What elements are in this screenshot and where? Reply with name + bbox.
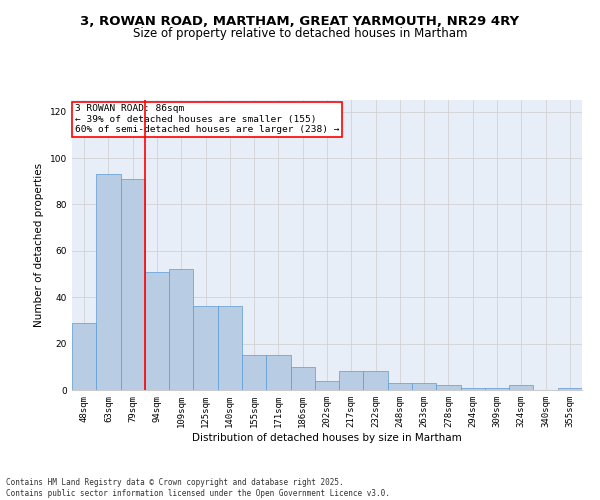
Bar: [436, 386, 461, 390]
Bar: [72, 322, 96, 390]
Bar: [412, 383, 436, 390]
Bar: [364, 372, 388, 390]
Bar: [242, 355, 266, 390]
Bar: [218, 306, 242, 390]
Bar: [461, 388, 485, 390]
Text: Contains HM Land Registry data © Crown copyright and database right 2025.
Contai: Contains HM Land Registry data © Crown c…: [6, 478, 390, 498]
Bar: [266, 355, 290, 390]
Bar: [388, 383, 412, 390]
Text: 3, ROWAN ROAD, MARTHAM, GREAT YARMOUTH, NR29 4RY: 3, ROWAN ROAD, MARTHAM, GREAT YARMOUTH, …: [80, 15, 520, 28]
Bar: [485, 388, 509, 390]
Bar: [121, 179, 145, 390]
Bar: [169, 270, 193, 390]
Text: 3 ROWAN ROAD: 86sqm
← 39% of detached houses are smaller (155)
60% of semi-detac: 3 ROWAN ROAD: 86sqm ← 39% of detached ho…: [74, 104, 339, 134]
Y-axis label: Number of detached properties: Number of detached properties: [34, 163, 44, 327]
Bar: [96, 174, 121, 390]
Bar: [509, 386, 533, 390]
Bar: [193, 306, 218, 390]
Bar: [315, 380, 339, 390]
Text: Size of property relative to detached houses in Martham: Size of property relative to detached ho…: [133, 28, 467, 40]
Bar: [558, 388, 582, 390]
Bar: [290, 367, 315, 390]
Bar: [339, 372, 364, 390]
X-axis label: Distribution of detached houses by size in Martham: Distribution of detached houses by size …: [192, 432, 462, 442]
Bar: [145, 272, 169, 390]
